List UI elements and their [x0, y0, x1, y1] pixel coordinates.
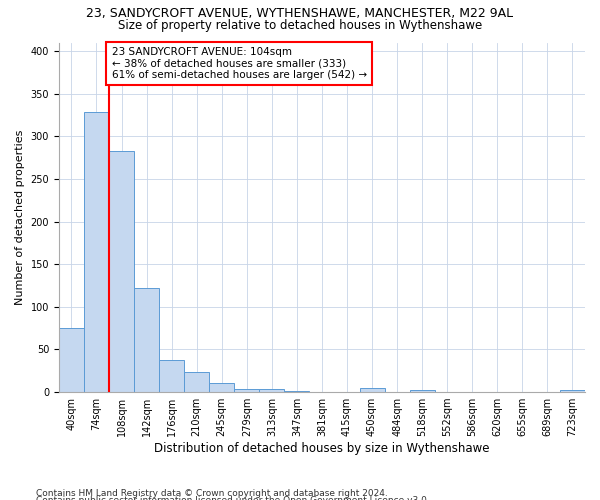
Text: Contains HM Land Registry data © Crown copyright and database right 2024.: Contains HM Land Registry data © Crown c… — [36, 488, 388, 498]
Bar — [184, 372, 209, 392]
Bar — [284, 391, 310, 392]
Bar — [359, 388, 385, 392]
Bar — [109, 151, 134, 392]
Bar — [234, 388, 259, 392]
Bar — [410, 390, 434, 392]
Bar — [134, 288, 159, 392]
Text: Contains public sector information licensed under the Open Government Licence v3: Contains public sector information licen… — [36, 496, 430, 500]
Text: Size of property relative to detached houses in Wythenshawe: Size of property relative to detached ho… — [118, 19, 482, 32]
Bar — [560, 390, 585, 392]
Bar — [209, 382, 234, 392]
Bar — [84, 112, 109, 392]
Text: 23 SANDYCROFT AVENUE: 104sqm
← 38% of detached houses are smaller (333)
61% of s: 23 SANDYCROFT AVENUE: 104sqm ← 38% of de… — [112, 47, 367, 80]
X-axis label: Distribution of detached houses by size in Wythenshawe: Distribution of detached houses by size … — [154, 442, 490, 455]
Text: 23, SANDYCROFT AVENUE, WYTHENSHAWE, MANCHESTER, M22 9AL: 23, SANDYCROFT AVENUE, WYTHENSHAWE, MANC… — [86, 8, 514, 20]
Bar — [259, 388, 284, 392]
Y-axis label: Number of detached properties: Number of detached properties — [15, 130, 25, 305]
Bar — [159, 360, 184, 392]
Bar — [59, 328, 84, 392]
